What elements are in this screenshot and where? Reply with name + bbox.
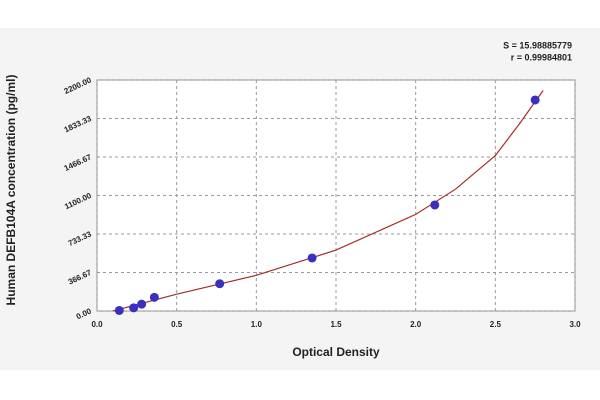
x-tick-label: 2.5 [490,320,502,329]
data-point [430,200,440,210]
x-tick-label: 0.0 [91,320,103,329]
x-axis-title: Optical Density [292,345,380,359]
x-tick-label: 3.0 [569,320,581,329]
data-point [129,303,139,313]
data-point [137,299,147,309]
data-point [307,253,317,263]
x-tick-label: 1.5 [330,320,342,329]
annotation: S = 15.98885779 [503,40,572,50]
fit-curve [112,90,544,312]
data-point [114,305,124,315]
x-tick-label: 1.0 [251,320,263,329]
y-axis-title: Human DEFB104A concentration (pg/ml) [4,75,18,306]
x-tick-label: 0.5 [171,320,183,329]
annotation: r = 0.99984801 [511,52,572,62]
data-point [530,95,540,105]
data-point [149,292,159,302]
x-tick-label: 2.0 [410,320,422,329]
data-point [215,279,225,289]
